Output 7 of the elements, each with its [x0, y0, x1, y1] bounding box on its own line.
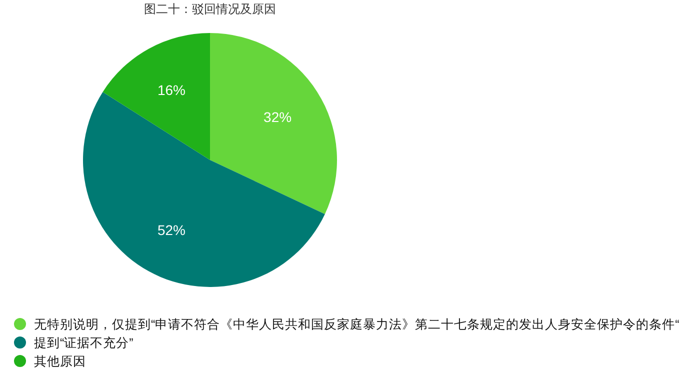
legend-label: 其他原因	[34, 354, 86, 368]
data-label: 32%	[264, 109, 292, 126]
legend-label: 无特别说明，仅提到“申请不符合《中华人民共和国反家庭暴力法》第二十七条规定的发出人身安全保护令的条件“	[34, 316, 680, 332]
legend-label: 提到“证据不充分”	[34, 336, 134, 350]
data-label: 16%	[157, 82, 186, 98]
data-label: 52%	[157, 222, 186, 238]
chart-title: 图二十：驳回情况及原因	[144, 2, 276, 16]
